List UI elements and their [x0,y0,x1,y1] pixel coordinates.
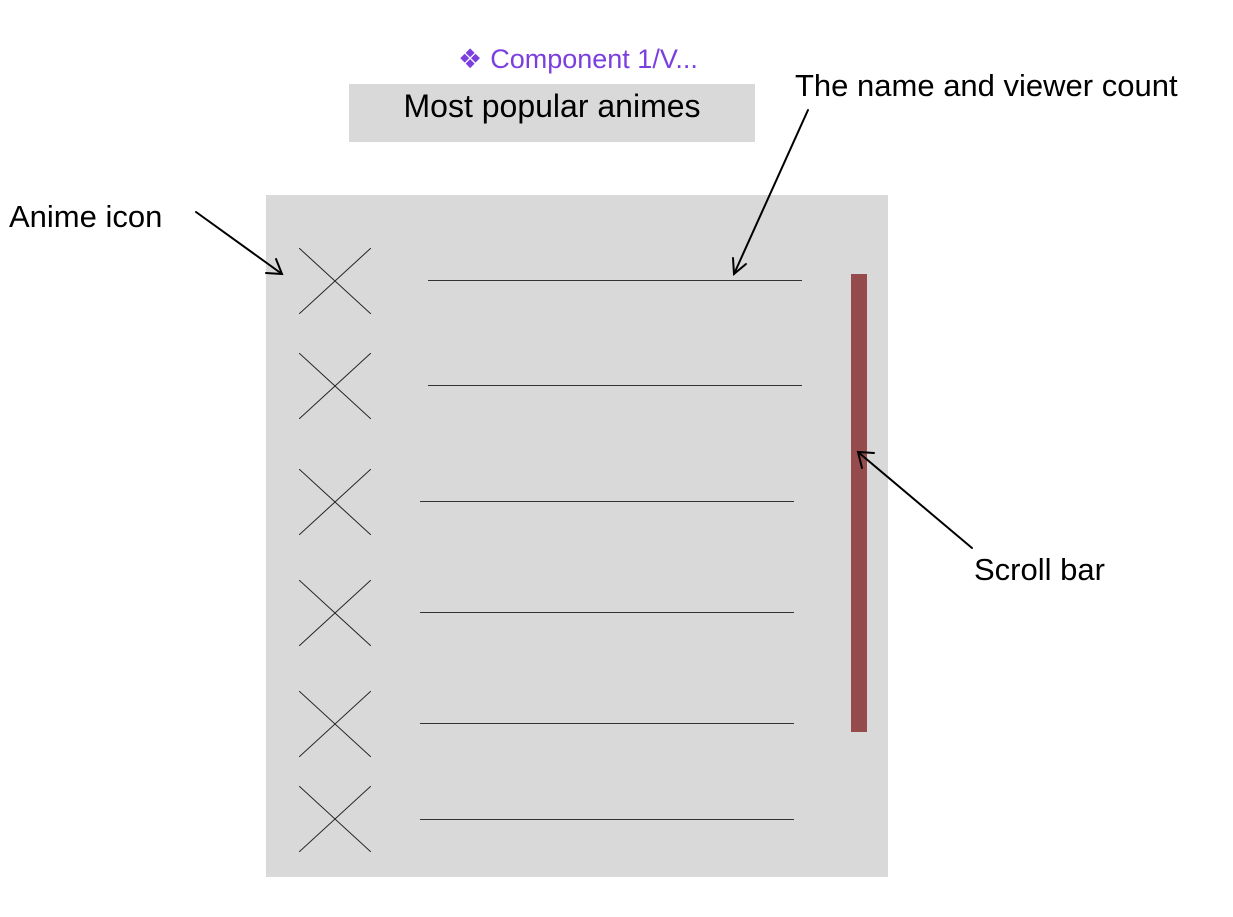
name-viewer-count-line [420,612,794,613]
anime-list-panel [266,195,888,877]
scroll-bar[interactable] [851,274,867,732]
anime-icon [299,580,371,646]
list-item[interactable] [266,786,888,856]
page-title: Most popular animes [403,88,701,124]
list-item[interactable] [266,691,888,761]
name-viewer-count-line [428,280,802,281]
name-viewer-count-line [420,501,794,502]
anime-icon [299,786,371,852]
anime-icon [299,248,371,314]
name-viewer-count-line [420,819,794,820]
annotation-name-viewer-count: The name and viewer count [795,68,1178,103]
anime-icon [299,353,371,419]
component-diamond-icon: ❖ [458,44,483,74]
list-item[interactable] [266,580,888,650]
name-viewer-count-line [428,385,802,386]
annotation-scroll-bar: Scroll bar [974,552,1105,587]
component-label: ❖ Component 1/V... [458,44,698,75]
annotation-anime-icon: Anime icon [9,199,163,234]
name-viewer-count-line [420,723,794,724]
component-label-text: Component 1/V... [490,44,698,74]
list-item[interactable] [266,469,888,539]
list-item[interactable] [266,353,888,423]
anime-icon [299,469,371,535]
anime-icon [299,691,371,757]
list-item[interactable] [266,248,888,318]
title-box: Most popular animes [349,84,755,142]
